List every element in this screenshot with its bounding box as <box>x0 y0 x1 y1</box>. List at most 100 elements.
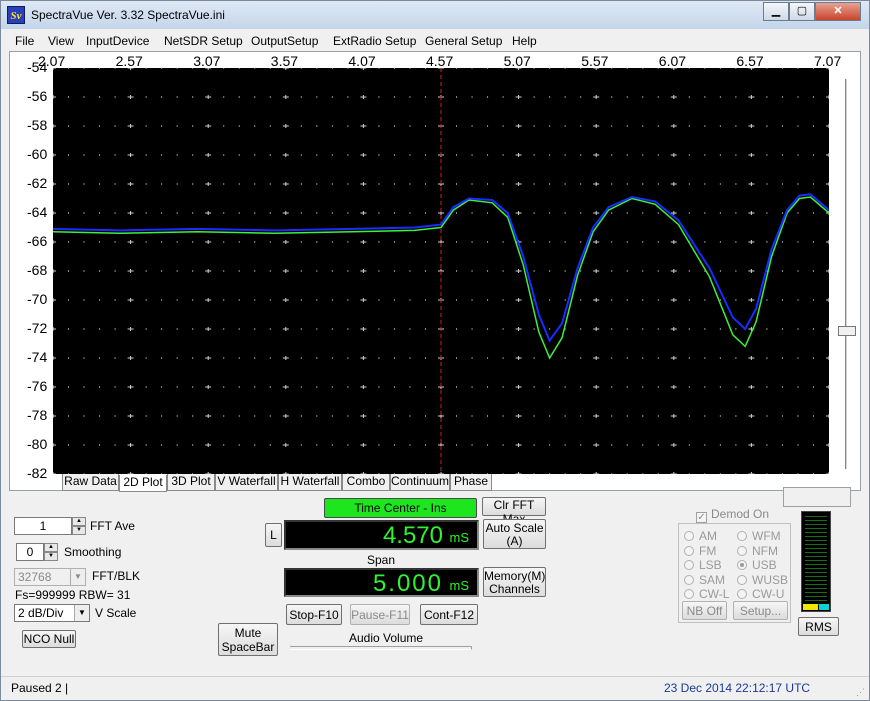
vscale-select[interactable]: 2 dB/Div ▼ <box>14 604 90 622</box>
demod-radio-fm[interactable]: FM <box>684 544 716 558</box>
setup-button[interactable]: Setup... <box>733 601 788 620</box>
x-tick-label: 3.57 <box>270 53 299 69</box>
span-label: Span <box>367 553 396 567</box>
y-tick-label: -62 <box>27 175 48 191</box>
demod-radio-label: LSB <box>699 558 722 572</box>
demod-radio-label: AM <box>699 529 717 543</box>
demod-radio-am[interactable]: AM <box>684 529 717 543</box>
stop-button[interactable]: Stop-F10 <box>286 604 342 625</box>
spectrum-plot[interactable] <box>53 68 829 474</box>
radio-dot-icon <box>684 531 694 541</box>
x-tick-label: 4.57 <box>426 53 454 69</box>
meter-segment <box>805 548 827 549</box>
fft-blk-select[interactable]: 32768 ▼ <box>14 568 86 586</box>
tab-3d-plot[interactable]: 3D Plot <box>167 474 215 491</box>
demod-radio-wusb[interactable]: WUSB <box>737 573 788 587</box>
x-tick-label: 2.07 <box>38 53 66 69</box>
menu-view[interactable]: View <box>48 34 74 48</box>
x-tick-label: 5.57 <box>581 53 609 69</box>
resize-grip-icon[interactable]: ⋰ <box>856 687 865 697</box>
status-datetime: 23 Dec 2014 22:12:17 UTC <box>664 681 811 695</box>
cont-button[interactable]: Cont-F12 <box>420 604 478 625</box>
y-tick-label: -58 <box>27 117 48 133</box>
x-tick-label: 6.07 <box>658 53 687 69</box>
smoothing-input[interactable]: 0 <box>16 543 44 561</box>
y-tick-label: -60 <box>27 146 48 162</box>
demod-radio-label: WUSB <box>752 572 788 587</box>
audio-volume-slider[interactable] <box>290 646 472 650</box>
y-tick-label: -80 <box>27 436 48 452</box>
auto-scale-button[interactable]: Auto Scale (A) <box>483 519 546 549</box>
demod-radio-wfm[interactable]: WFM <box>737 529 781 543</box>
demod-radio-label: SAM <box>699 572 726 587</box>
y-tick-label: -64 <box>27 204 48 220</box>
rms-button[interactable]: RMS <box>798 617 839 636</box>
meter-segment <box>805 564 827 565</box>
y-tick-label: -68 <box>27 262 48 278</box>
memory-channels-button[interactable]: Memory(M) Channels <box>483 567 546 597</box>
close-button[interactable]: ✕ <box>815 2 861 21</box>
menu-extradio-setup[interactable]: ExtRadio Setup <box>333 34 417 48</box>
demod-radio-nfm[interactable]: NFM <box>737 544 778 558</box>
demod-on-checkbox[interactable]: ✓ Demod On <box>696 507 770 523</box>
nco-null-button[interactable]: NCO Null <box>22 630 76 648</box>
radio-dot-icon <box>737 531 747 541</box>
signal-strength-readout <box>783 487 851 507</box>
x-tick-label: 2.57 <box>115 53 143 69</box>
menu-general-setup[interactable]: General Setup <box>425 34 503 48</box>
vertical-offset-slider[interactable] <box>845 79 848 469</box>
center-display: 4.570 mS <box>284 520 479 550</box>
fft-blk-label: FFT/BLK <box>92 569 141 583</box>
meter-segment <box>805 532 827 533</box>
menu-outputsetup[interactable]: OutputSetup <box>251 34 319 48</box>
tab-raw-data[interactable]: Raw Data <box>62 474 119 491</box>
clr-fft-max-button[interactable]: Clr FFT Max <box>482 497 546 526</box>
demod-radio-cw-l[interactable]: CW-L <box>684 587 729 601</box>
vscale-value: 2 dB/Div <box>18 606 64 620</box>
tab-combo[interactable]: Combo <box>342 474 390 491</box>
x-tick-label: 6.57 <box>736 53 764 69</box>
meter-segment <box>805 536 827 537</box>
nb-off-button[interactable]: NB Off <box>682 601 727 620</box>
radio-dot-icon <box>737 574 747 585</box>
tab-phase[interactable]: Phase <box>450 474 492 491</box>
tab-v-waterfall[interactable]: V Waterfall <box>215 474 278 491</box>
tab-continuum[interactable]: Continuum <box>390 474 450 491</box>
minimize-button[interactable]: ▁ <box>763 2 789 21</box>
menu-netsdr-setup[interactable]: NetSDR Setup <box>164 34 243 48</box>
meter-segment <box>805 556 827 557</box>
meter-segment <box>805 520 827 521</box>
demod-radio-label: NFM <box>752 543 778 558</box>
radio-dot-icon <box>737 545 747 556</box>
smoothing-spinner[interactable]: ▲ ▼ <box>44 543 58 561</box>
tab-2d-plot[interactable]: 2D Plot <box>119 475 167 492</box>
span-display: 5.000 mS <box>284 568 479 597</box>
pause-button[interactable]: Pause-F11 <box>350 604 410 625</box>
demod-radio-sam[interactable]: SAM <box>684 573 725 587</box>
tab-h-waterfall[interactable]: H Waterfall <box>278 474 342 491</box>
meter-segment <box>805 552 827 553</box>
meter-segment <box>805 524 827 525</box>
menu-help[interactable]: Help <box>512 34 537 48</box>
fft-ave-input[interactable]: 1 <box>14 517 72 535</box>
meter-segment <box>805 560 827 561</box>
fft-ave-spinner[interactable]: ▲ ▼ <box>72 517 86 535</box>
demod-radio-cw-u[interactable]: CW-U <box>737 587 784 601</box>
audio-volume-label: Audio Volume <box>349 631 424 645</box>
demod-radio-lsb[interactable]: LSB <box>684 558 722 572</box>
radio-dot-icon <box>737 560 747 570</box>
smoothing-label: Smoothing <box>64 545 122 559</box>
demod-radio-usb[interactable]: USB <box>737 558 777 572</box>
radio-dot-icon <box>684 589 694 599</box>
vertical-offset-slider-thumb[interactable] <box>838 326 856 336</box>
time-center-button[interactable]: Time Center - Ins <box>324 498 477 518</box>
meter-segment <box>805 528 827 529</box>
lock-button[interactable]: L <box>265 523 282 547</box>
radio-dot-icon <box>684 574 694 585</box>
x-tick-label: 5.07 <box>503 53 531 69</box>
radio-dot-icon <box>684 560 694 570</box>
maximize-button[interactable]: ▢ <box>789 2 815 21</box>
menu-file[interactable]: File <box>15 34 35 48</box>
menu-inputdevice[interactable]: InputDevice <box>86 34 150 48</box>
mute-button[interactable]: Mute SpaceBar <box>218 623 278 656</box>
